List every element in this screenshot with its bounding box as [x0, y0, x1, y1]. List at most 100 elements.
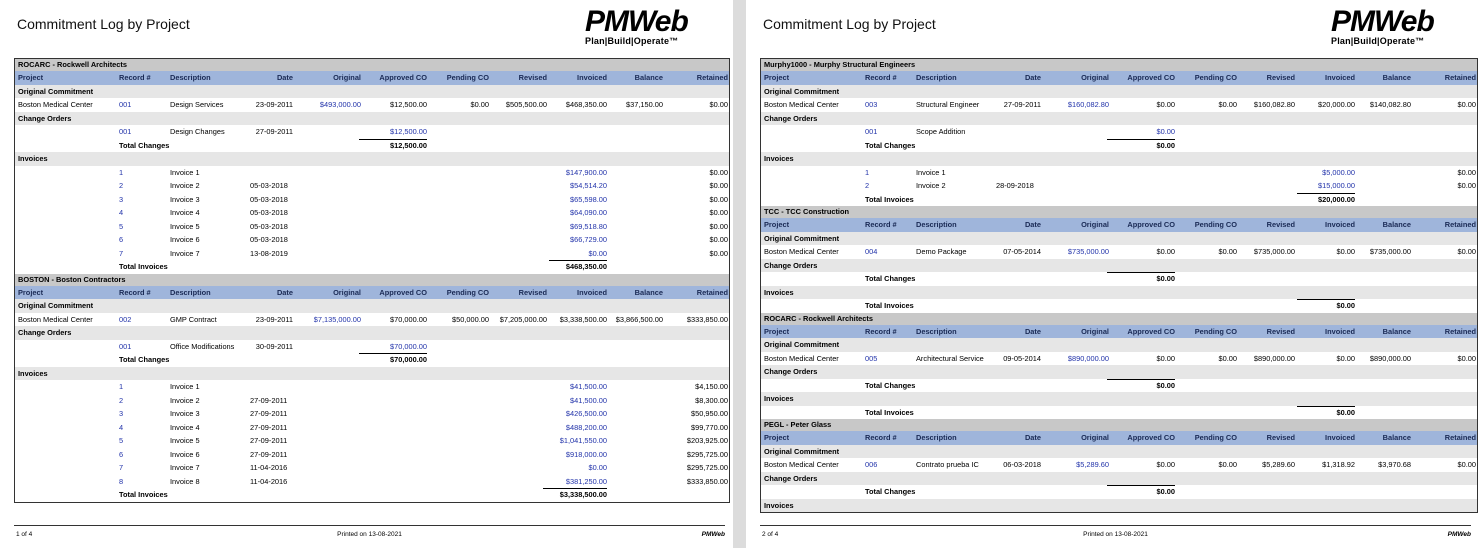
column-header-row: Project Record # Description Date Origin…	[761, 71, 1477, 85]
invoice-number-link[interactable]: 6	[119, 449, 124, 459]
invoice-amount-link[interactable]: $147,900.00	[565, 167, 607, 177]
record-link[interactable]: 005	[865, 353, 878, 363]
column-header-row: Project Record # Description Date Origin…	[15, 285, 729, 299]
col-project: Project	[18, 73, 44, 82]
change-orders-label: Change Orders	[761, 365, 1477, 379]
invoice-number-link[interactable]: 2	[119, 181, 124, 190]
invoice-number-link[interactable]: 1	[119, 167, 124, 177]
column-header-row: Project Record # Description Date Origin…	[761, 324, 1477, 338]
invoice-description: Invoice 6	[170, 449, 200, 459]
total-changes-row: Total Changes $0.00	[865, 272, 1175, 283]
invoice-number-link[interactable]: 2	[119, 395, 124, 405]
invoice-retained: $0.00	[709, 208, 729, 217]
change-order-amount-link[interactable]: $70,000.00	[390, 341, 427, 351]
invoices-label: Invoices	[761, 392, 1477, 406]
invoice-date: 05-03-2018	[250, 221, 288, 231]
original-link[interactable]: $493,000.00	[319, 100, 361, 109]
change-order-link[interactable]: 001	[119, 341, 132, 351]
invoice-description: Invoice 4	[170, 422, 200, 432]
invoice-amount-link[interactable]: $69,518.80	[570, 221, 607, 231]
original-link[interactable]: $890,000.00	[1067, 353, 1109, 363]
invoice-retained: $333,850.00	[686, 476, 728, 486]
invoice-amount-link[interactable]: $918,000.00	[565, 449, 607, 459]
original-link[interactable]: $735,000.00	[1067, 247, 1109, 256]
total-changes-row: Total Changes $12,500.00	[119, 138, 427, 150]
invoice-row: 5 Invoice 5 27-09-2011 $1,041,550.00 $203,92…	[15, 434, 729, 448]
record-link[interactable]: 001	[119, 100, 132, 109]
invoice-amount-link[interactable]: $54,514.20	[570, 181, 607, 190]
invoice-amount-link[interactable]: $41,500.00	[570, 395, 607, 405]
invoice-row: 2 Invoice 2 05-03-2018 $54,514.20 $0.00	[15, 179, 729, 193]
invoice-number-link[interactable]: 6	[119, 235, 124, 244]
invoice-description: Invoice 5	[170, 436, 200, 445]
invoice-row: 7 Invoice 7 11-04-2016 $0.00 $295,725.00	[15, 461, 729, 475]
change-order-amount-link[interactable]: $0.00	[1156, 127, 1176, 136]
invoice-amount-link[interactable]: $426,500.00	[565, 409, 607, 418]
logo-mark: PMWeb	[585, 5, 689, 38]
invoice-date: 27-09-2011	[250, 436, 288, 445]
change-order-link[interactable]: 001	[865, 127, 878, 136]
invoice-amount-link[interactable]: $41,500.00	[570, 382, 607, 391]
invoice-number-link[interactable]: 1	[865, 167, 870, 177]
invoice-number-link[interactable]: 5	[119, 436, 124, 445]
invoice-row: 7 Invoice 7 13-08-2019 $0.00 $0.00	[15, 247, 729, 261]
invoice-number-link[interactable]: 7	[119, 248, 124, 258]
invoice-number-link[interactable]: 7	[119, 463, 124, 472]
invoices-label: Invoices	[761, 285, 1477, 299]
total-invoices-row: Total Invoices $3,338,500.00	[119, 488, 607, 499]
original-link[interactable]: $5,289.60	[1076, 460, 1109, 469]
invoice-amount-link[interactable]: $15,000.00	[1318, 181, 1355, 190]
col-date: Date	[276, 73, 293, 82]
invoice-row: 6 Invoice 6 05-03-2018 $66,729.00 $0.00	[15, 233, 729, 247]
change-order-link[interactable]: 001	[119, 127, 132, 136]
total-invoices-row: Total Invoices $468,350.00	[119, 260, 607, 271]
original-commitment-label: Original Commitment	[761, 84, 1477, 98]
invoice-amount-link[interactable]: $66,729.00	[570, 235, 607, 244]
invoice-row: 2 Invoice 2 27-09-2011 $41,500.00 $8,300.00	[15, 394, 729, 408]
col-invoiced: Invoiced	[577, 73, 607, 82]
invoice-list: 1 Invoice 1 $147,900.00 $0.00 2 Invoice 2 05-0…	[15, 166, 729, 261]
record-link[interactable]: 006	[865, 460, 878, 469]
invoice-retained: $0.00	[709, 181, 729, 190]
original-commitment-label: Original Commitment	[15, 84, 729, 98]
invoice-amount-link[interactable]: $1,041,550.00	[559, 436, 607, 445]
invoice-amount-link[interactable]: $5,000.00	[1322, 167, 1355, 177]
total-invoices-row: Total Invoices $20,000.00	[865, 192, 1355, 204]
original-link[interactable]: $160,082.80	[1067, 100, 1109, 109]
invoice-amount-link[interactable]: $0.00	[588, 248, 608, 258]
commitment-row: Boston Medical Center 002 GMP Contract 2…	[15, 313, 729, 327]
original-link[interactable]: $7,135,000.00	[313, 314, 361, 324]
invoice-amount-link[interactable]: $65,598.00	[570, 194, 607, 204]
invoice-number-link[interactable]: 1	[119, 382, 124, 391]
invoice-number-link[interactable]: 3	[119, 194, 124, 204]
invoice-retained: $0.00	[709, 194, 729, 204]
company-section-header: ROCARC - Rockwell Architects	[761, 312, 1477, 325]
record-link[interactable]: 004	[865, 247, 878, 256]
invoice-retained: $295,725.00	[686, 463, 728, 472]
invoice-description: Invoice 4	[170, 208, 200, 217]
total-invoices-row: Total Invoices $0.00	[865, 299, 1355, 310]
total-rule	[359, 353, 427, 354]
invoice-amount-link[interactable]: $64,090.00	[570, 208, 607, 217]
report-page-1: Commitment Log by Project PMWeb Plan|Bui…	[0, 0, 733, 548]
column-header-row: Project Record # Description Date Origin…	[15, 71, 729, 85]
invoice-number-link[interactable]: 8	[119, 476, 124, 486]
record-link[interactable]: 003	[865, 100, 878, 109]
invoice-number-link[interactable]: 3	[119, 409, 124, 418]
invoice-description: Invoice 2	[170, 395, 200, 405]
change-order-amount-link[interactable]: $12,500.00	[390, 127, 427, 136]
logo-tagline: Plan|Build|Operate™	[585, 36, 679, 46]
invoice-retained: $50,950.00	[691, 409, 728, 418]
invoice-amount-link[interactable]: $381,250.00	[565, 476, 607, 486]
invoice-number-link[interactable]: 4	[119, 208, 124, 217]
record-link[interactable]: 002	[119, 314, 132, 324]
invoice-description: Invoice 8	[170, 476, 200, 486]
invoice-number-link[interactable]: 4	[119, 422, 124, 432]
change-orders-label: Change Orders	[15, 326, 729, 340]
invoice-number-link[interactable]: 2	[865, 181, 870, 190]
invoice-amount-link[interactable]: $0.00	[588, 463, 608, 472]
invoice-number-link[interactable]: 5	[119, 221, 124, 231]
invoice-row: 4 Invoice 4 05-03-2018 $64,090.00 $0.00	[15, 206, 729, 220]
invoice-amount-link[interactable]: $488,200.00	[565, 422, 607, 432]
